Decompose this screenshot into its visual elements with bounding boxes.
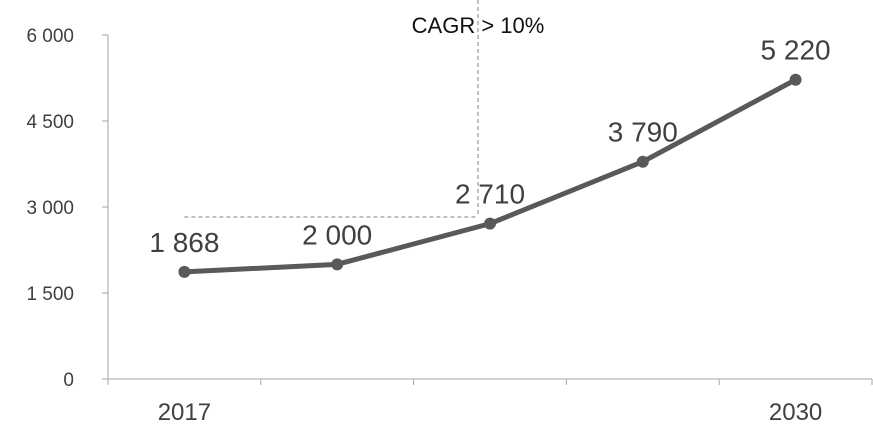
data-point: [331, 258, 344, 271]
axes: 0 1 500 3 000 4 500 6 000 2017 2030: [26, 26, 873, 424]
x-tick-label: 2017: [158, 399, 211, 424]
y-tick-label: 4 500: [26, 112, 74, 133]
y-tick-label: 3 000: [26, 198, 74, 219]
data-label: 2 000: [302, 219, 372, 250]
x-tick-label: 2030: [769, 399, 822, 424]
cagr-label: CAGR > 10%: [412, 13, 545, 38]
data-label: 2 710: [455, 179, 525, 210]
series-line: [181, 77, 799, 275]
y-tick-label: 6 000: [26, 26, 74, 47]
y-tick-label: 0: [63, 370, 74, 391]
data-label: 3 790: [608, 117, 678, 148]
data-point: [636, 155, 649, 168]
data-point: [484, 217, 496, 230]
y-tick-label: 1 500: [26, 284, 74, 305]
data-point: [789, 73, 802, 86]
data-point: [178, 265, 191, 278]
cagr-annotation: CAGR > 10%: [184, 0, 545, 218]
data-labels: 1 868 2 000 2 710 3 790 5 220: [149, 35, 830, 258]
series-layer: [178, 73, 802, 278]
data-label: 1 868: [149, 227, 219, 258]
data-label: 5 220: [761, 35, 831, 66]
